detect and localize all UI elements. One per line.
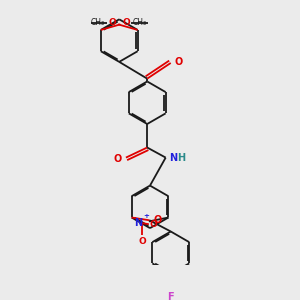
Text: O: O (113, 154, 122, 164)
Text: N: N (134, 218, 142, 228)
Text: O: O (123, 18, 130, 27)
Text: N: N (169, 153, 177, 163)
Text: H: H (177, 153, 185, 163)
Text: O: O (138, 237, 146, 246)
Text: +: + (143, 213, 149, 219)
Text: CH₃: CH₃ (91, 18, 105, 27)
Text: O: O (108, 18, 116, 27)
Text: CH₃: CH₃ (133, 18, 147, 27)
Text: O: O (149, 220, 157, 229)
Text: F: F (167, 292, 174, 300)
Text: O: O (175, 57, 183, 67)
Text: O: O (153, 215, 162, 225)
